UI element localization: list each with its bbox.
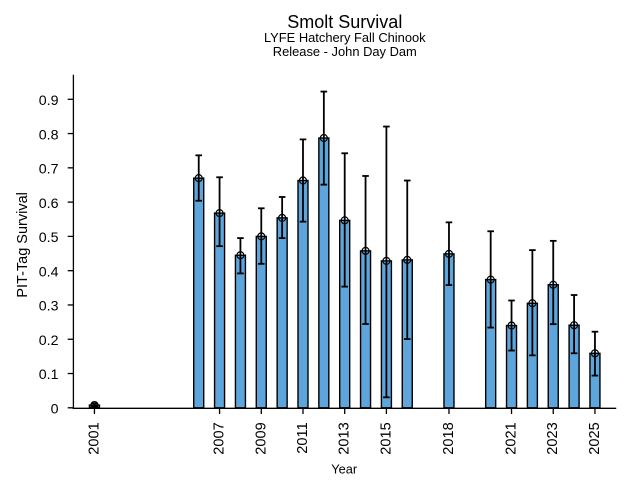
svg-text:0.8: 0.8 [39,127,59,143]
svg-text:2015: 2015 [378,422,394,454]
svg-text:0.9: 0.9 [39,93,59,109]
svg-text:2023: 2023 [545,422,561,454]
svg-text:0.5: 0.5 [39,230,59,246]
svg-text:0.2: 0.2 [39,333,59,349]
svg-text:Smolt Survival: Smolt Survival [287,12,402,32]
svg-text:2013: 2013 [337,422,353,454]
svg-text:2025: 2025 [587,422,603,454]
svg-text:0.4: 0.4 [39,264,59,280]
svg-text:2007: 2007 [212,422,228,454]
svg-text:PIT-Tag Survival: PIT-Tag Survival [15,192,31,298]
svg-text:LYFE Hatchery Fall Chinook: LYFE Hatchery Fall Chinook [264,30,426,45]
svg-text:Year: Year [331,462,358,477]
svg-text:Release - John Day Dam: Release - John Day Dam [273,44,417,59]
svg-text:0.1: 0.1 [39,367,59,383]
svg-text:0.6: 0.6 [39,196,59,212]
svg-text:2021: 2021 [504,422,520,454]
svg-text:2001: 2001 [86,422,102,454]
svg-text:2009: 2009 [253,422,269,454]
svg-text:0.3: 0.3 [39,299,59,315]
svg-text:2011: 2011 [295,422,311,453]
svg-text:2018: 2018 [441,422,457,454]
svg-text:0: 0 [51,402,59,418]
svg-text:0.7: 0.7 [39,162,59,178]
